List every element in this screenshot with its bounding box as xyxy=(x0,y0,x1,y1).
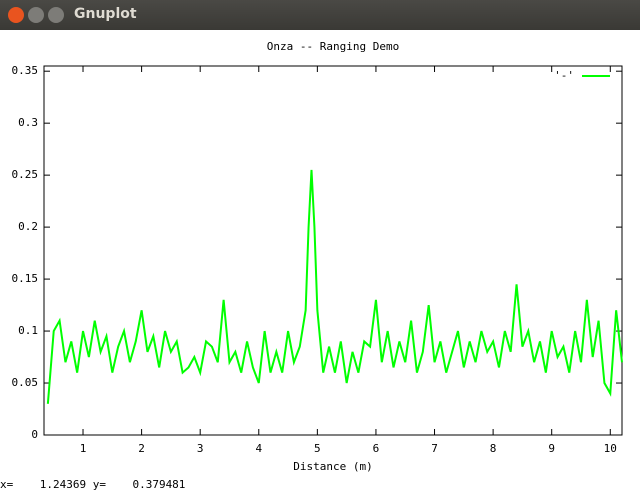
x-tick-label: 6 xyxy=(373,442,380,455)
y-tick-label: 0.35 xyxy=(12,64,39,77)
x-axis-label: Distance (m) xyxy=(293,460,372,473)
x-tick-label: 7 xyxy=(431,442,438,455)
y-tick-label: 0.15 xyxy=(12,272,39,285)
status-bar: x= 1.24369 y= 0.379481 xyxy=(0,478,186,491)
data-line xyxy=(46,169,623,404)
x-tick-label: 1 xyxy=(80,442,87,455)
chart: Onza -- Ranging Demo Distance (m) 0 0.05 0… xyxy=(12,40,623,473)
plot-frame xyxy=(43,65,623,436)
x-tick-label: 5 xyxy=(314,442,321,455)
window-title: Gnuplot xyxy=(74,6,137,22)
chart-title: Onza -- Ranging Demo xyxy=(267,40,399,53)
y-tick-label: 0.2 xyxy=(18,220,38,233)
y-tick-label: 0.25 xyxy=(12,168,39,181)
close-button[interactable] xyxy=(8,7,24,23)
y-tick-label: 0.3 xyxy=(18,116,38,129)
title-bar: Gnuplot xyxy=(0,0,640,30)
x-tick-label: 2 xyxy=(138,442,145,455)
y-tick-label: 0.1 xyxy=(18,324,38,337)
y-tick-label: 0 xyxy=(31,428,38,441)
x-tick-label: 10 xyxy=(604,442,617,455)
x-tick-label: 3 xyxy=(197,442,204,455)
legend-label: '-' xyxy=(554,69,574,82)
y-tick-label: 0.05 xyxy=(12,376,39,389)
x-tick-label: 4 xyxy=(255,442,262,455)
x-tick-label: 8 xyxy=(490,442,497,455)
maximize-button[interactable] xyxy=(48,7,64,23)
minimize-button[interactable] xyxy=(28,7,44,23)
x-tick-label: 9 xyxy=(548,442,555,455)
